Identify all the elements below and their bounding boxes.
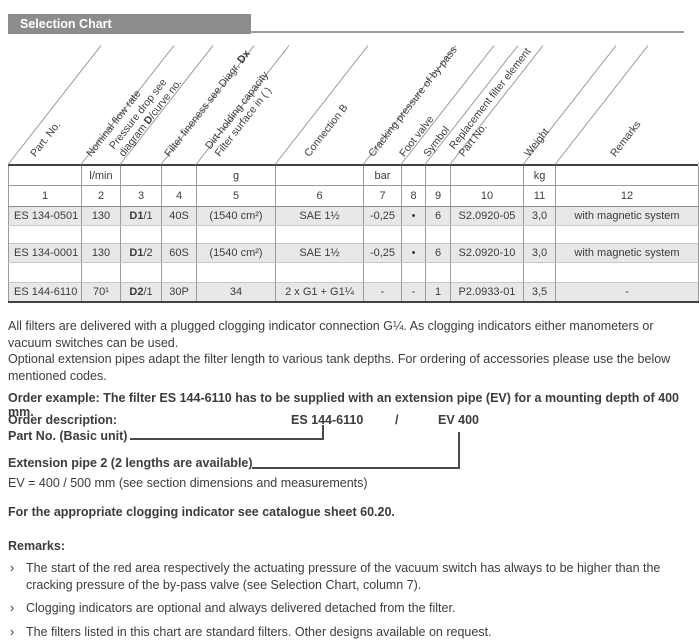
unit-flow: l/min <box>81 166 121 186</box>
table-row: ES 134-0001 130 D1/2 60S (1540 cm²) SAE … <box>8 243 699 263</box>
cell-flow: 130 <box>81 243 121 263</box>
table-diagonal-header: Part. No. Nominal flow rate Pressure dro… <box>7 40 699 166</box>
order-separator: / <box>395 413 399 427</box>
cell-capacity: (1540 cm²) <box>196 243 276 263</box>
list-item: › The filters listed in this chart are s… <box>8 624 686 641</box>
cell-weight: 3,5 <box>523 282 556 303</box>
col-header-part-no: Part. No. <box>28 118 64 159</box>
cell-replacement: S2.0920-10 <box>450 243 524 263</box>
ev-lengths-note: EV = 400 / 500 mm (see section dimension… <box>8 476 368 490</box>
cell-part-no: ES 134-0501 <box>8 206 82 226</box>
remark-text: The start of the red area respectively t… <box>26 561 661 592</box>
column-number-row: 1 2 3 4 5 6 7 8 9 10 11 12 <box>8 185 699 207</box>
note-clogging-indicator: All filters are delivered with a plugged… <box>8 319 654 350</box>
col-num: 3 <box>120 185 162 207</box>
cell-fineness: 60S <box>161 243 197 263</box>
cell-connection: SAE 1½ <box>275 206 364 226</box>
spacer-row <box>8 225 699 244</box>
selection-chart-table: l/min g bar kg 1 2 3 4 5 6 7 8 9 10 11 1… <box>8 166 699 303</box>
cell-foot-valve: • <box>401 243 426 263</box>
remark-text: The filters listed in this chart are sta… <box>26 624 492 639</box>
col-num: 10 <box>450 185 524 207</box>
col-num: 8 <box>401 185 426 207</box>
cell-fineness: 30P <box>161 282 197 303</box>
order-ev-value: EV 400 <box>438 413 480 427</box>
connector-extension-pipe <box>252 432 460 469</box>
remark-text: Clogging indicators are optional and alw… <box>26 601 456 615</box>
cell-curve: D2/1 <box>120 282 162 303</box>
col-header-remarks: Remarks <box>608 118 644 159</box>
order-description-label: Order description: <box>8 413 118 427</box>
section-header-rule <box>251 31 684 33</box>
cell-weight: 3,0 <box>523 206 556 226</box>
note-extension-pipes: Optional extension pipes adapt the filte… <box>8 352 671 383</box>
cell-remarks: - <box>555 282 699 303</box>
extension-pipe-label: Extension pipe 2 (2 lengths are availabl… <box>8 456 253 470</box>
remarks-title: Remarks: <box>8 539 65 553</box>
cell-replacement: S2.0920-05 <box>450 206 524 226</box>
col-num: 4 <box>161 185 197 207</box>
section-title: Selection Chart <box>20 17 112 31</box>
cell-foot-valve: • <box>401 206 426 226</box>
unit-weight: kg <box>523 166 556 186</box>
col-num: 11 <box>523 185 556 207</box>
cell-symbol: 6 <box>425 206 451 226</box>
cell-weight: 3,0 <box>523 243 556 263</box>
bullet-icon: › <box>10 561 15 575</box>
cell-fineness: 40S <box>161 206 197 226</box>
cell-flow: 130 <box>81 206 121 226</box>
cell-cracking: -0,25 <box>363 243 402 263</box>
units-row: l/min g bar kg <box>8 166 699 186</box>
cell-connection: 2 x G1 + G1¼ <box>275 282 364 303</box>
col-num: 12 <box>555 185 699 207</box>
col-num: 9 <box>425 185 451 207</box>
cell-symbol: 1 <box>425 282 451 303</box>
col-num: 1 <box>8 185 82 207</box>
cell-flow: 70¹ <box>81 282 121 303</box>
cell-cracking: - <box>363 282 402 303</box>
cell-replacement: P2.0933-01 <box>450 282 524 303</box>
cell-foot-valve: - <box>401 282 426 303</box>
order-example-text: Order example: The filter ES 144-6110 ha… <box>8 391 679 419</box>
cell-symbol: 6 <box>425 243 451 263</box>
list-item: › The start of the red area respectively… <box>8 560 686 593</box>
bullet-icon: › <box>10 624 15 639</box>
list-item: › Clogging indicators are optional and a… <box>8 600 686 617</box>
clogging-indicator-note: For the appropriate clogging indicator s… <box>8 505 395 519</box>
connector-part-no <box>130 425 324 440</box>
cell-capacity: (1540 cm²) <box>196 206 276 226</box>
col-num: 6 <box>275 185 364 207</box>
table-row: ES 134-0501 130 D1/1 40S (1540 cm²) SAE … <box>8 206 699 226</box>
col-num: 5 <box>196 185 276 207</box>
table-row: ES 144-6110 70¹ D2/1 30P 34 2 x G1 + G1¼… <box>8 282 699 303</box>
unit-capacity: g <box>196 166 276 186</box>
order-part-value: ES 144-6110 <box>291 413 364 427</box>
col-num: 7 <box>363 185 402 207</box>
cell-part-no: ES 144-6110 <box>8 282 82 303</box>
col-header-connection: Connection B <box>302 101 351 159</box>
cell-curve: D1/2 <box>120 243 162 263</box>
unit-cracking: bar <box>363 166 402 186</box>
cell-capacity: 34 <box>196 282 276 303</box>
cell-curve: D1/1 <box>120 206 162 226</box>
bullet-icon: › <box>10 601 15 615</box>
col-num: 2 <box>81 185 121 207</box>
part-no-basic-unit-label: Part No. (Basic unit) <box>8 429 128 443</box>
remarks-list: › The start of the red area respectively… <box>8 560 686 643</box>
general-notes: All filters are delivered with a plugged… <box>8 318 686 384</box>
cell-remarks: with magnetic system <box>555 206 699 226</box>
cell-part-no: ES 134-0001 <box>8 243 82 263</box>
col-header-weight: Weight <box>522 125 552 159</box>
cell-remarks: with magnetic system <box>555 243 699 263</box>
cell-connection: SAE 1½ <box>275 243 364 263</box>
section-header-bar: Selection Chart <box>8 14 251 34</box>
spacer-row <box>8 262 699 283</box>
cell-cracking: -0,25 <box>363 206 402 226</box>
